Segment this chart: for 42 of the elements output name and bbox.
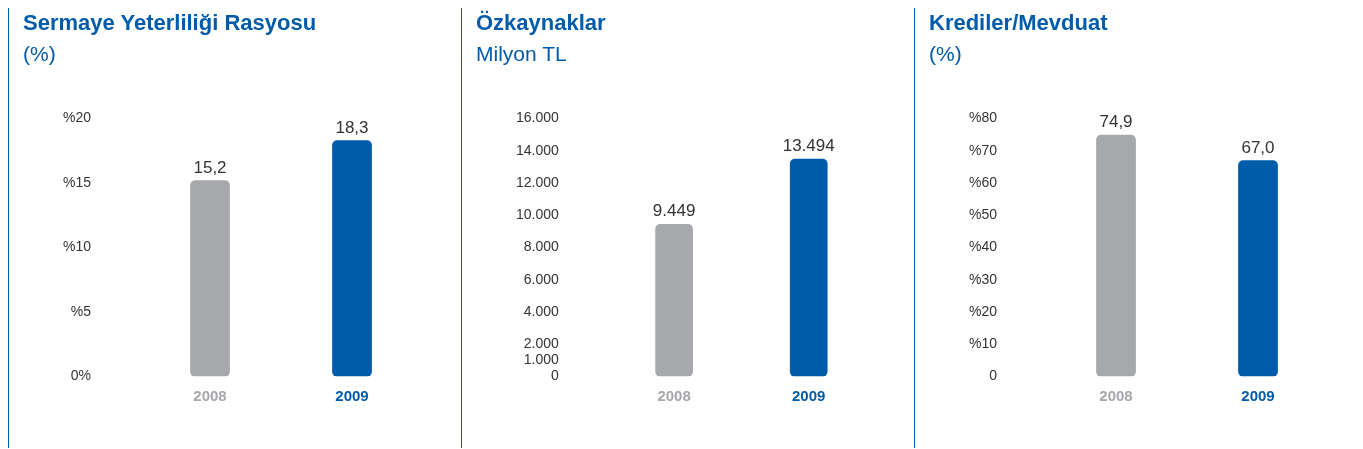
y-tick-label: 14.000: [515, 141, 560, 158]
y-tick-label: 0: [551, 367, 560, 384]
y-tick-label: 10.000: [515, 206, 560, 223]
y-tick-label: 6.000: [523, 270, 560, 287]
y-tick-label: %60: [968, 173, 998, 190]
y-tick-label: 4.000: [523, 302, 560, 319]
chart-subtitle: (%): [929, 42, 963, 66]
y-tick-label: %30: [968, 270, 998, 287]
y-tick-label: 8.000: [523, 238, 560, 255]
y-tick-label: %40: [968, 238, 998, 255]
y-tick-label: 0%: [70, 367, 92, 384]
x-tick-label: 2009: [335, 386, 369, 404]
y-tick-label: %10: [62, 238, 92, 255]
x-tick-label: 2009: [1241, 386, 1275, 404]
chart-subtitle: (%): [23, 42, 57, 66]
data-label: 9.449: [652, 201, 696, 221]
chart-title: Özkaynaklar: [476, 10, 607, 36]
y-tick-label: 16.000: [515, 109, 560, 126]
y-tick-label: %70: [968, 141, 998, 158]
y-tick-label: %20: [968, 302, 998, 319]
y-tick-label: 1.000: [523, 351, 560, 368]
data-label: 67,0: [1241, 137, 1275, 157]
data-label: 18,3: [335, 117, 369, 137]
chart-title: Krediler/Mevduat: [929, 10, 1109, 36]
y-tick-label: 12.000: [515, 173, 560, 190]
data-label: 15,2: [193, 157, 227, 177]
y-tick-label: %15: [62, 173, 92, 190]
chart-title: Sermaye Yeterliliği Rasyosu: [23, 10, 318, 36]
y-tick-label: %20: [62, 109, 92, 126]
y-tick-label: 2.000: [523, 335, 560, 352]
x-tick-label: 2008: [1099, 386, 1133, 404]
x-tick-label: 2009: [792, 386, 826, 404]
y-tick-label: %80: [968, 109, 998, 126]
x-tick-label: 2008: [657, 386, 691, 404]
y-tick-label: 0: [989, 367, 998, 384]
y-tick-label: %5: [70, 302, 92, 319]
y-tick-label: %10: [968, 335, 998, 352]
data-label: 74,9: [1099, 112, 1133, 132]
x-tick-label: 2008: [193, 386, 227, 404]
chart-subtitle: Milyon TL: [476, 42, 568, 66]
data-label: 13.494: [782, 136, 835, 156]
y-tick-label: %50: [968, 206, 998, 223]
